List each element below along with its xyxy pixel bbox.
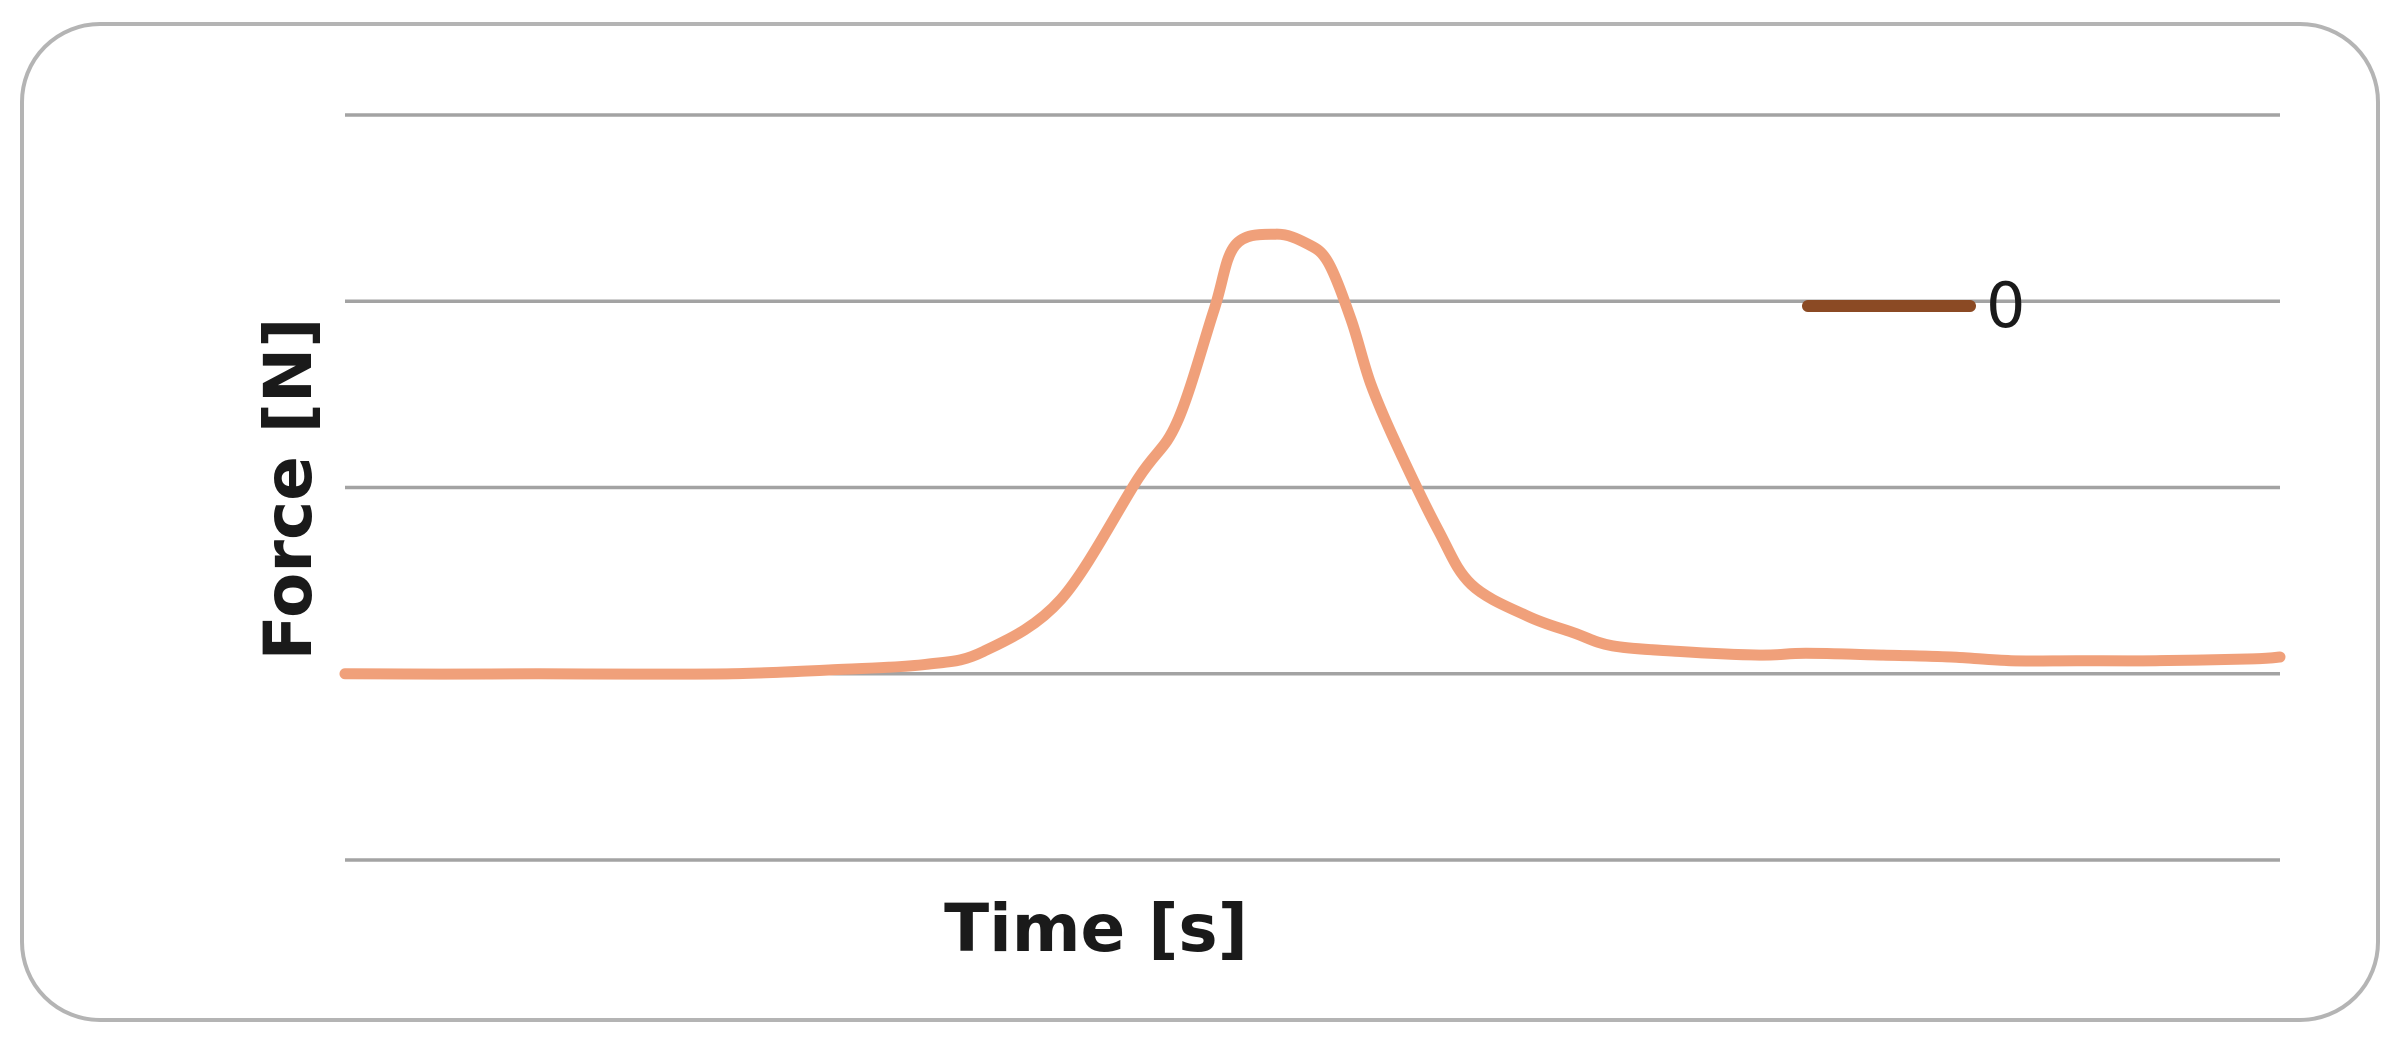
y-axis-title: Force [N] bbox=[250, 318, 327, 661]
plot-area bbox=[339, 228, 2286, 680]
legend: 0 bbox=[1802, 269, 2025, 342]
x-axis-title: Time [s] bbox=[944, 890, 1248, 967]
chart-frame bbox=[20, 22, 2380, 1022]
series-line-0 bbox=[339, 228, 2286, 680]
legend-label-0: 0 bbox=[1986, 269, 2025, 342]
